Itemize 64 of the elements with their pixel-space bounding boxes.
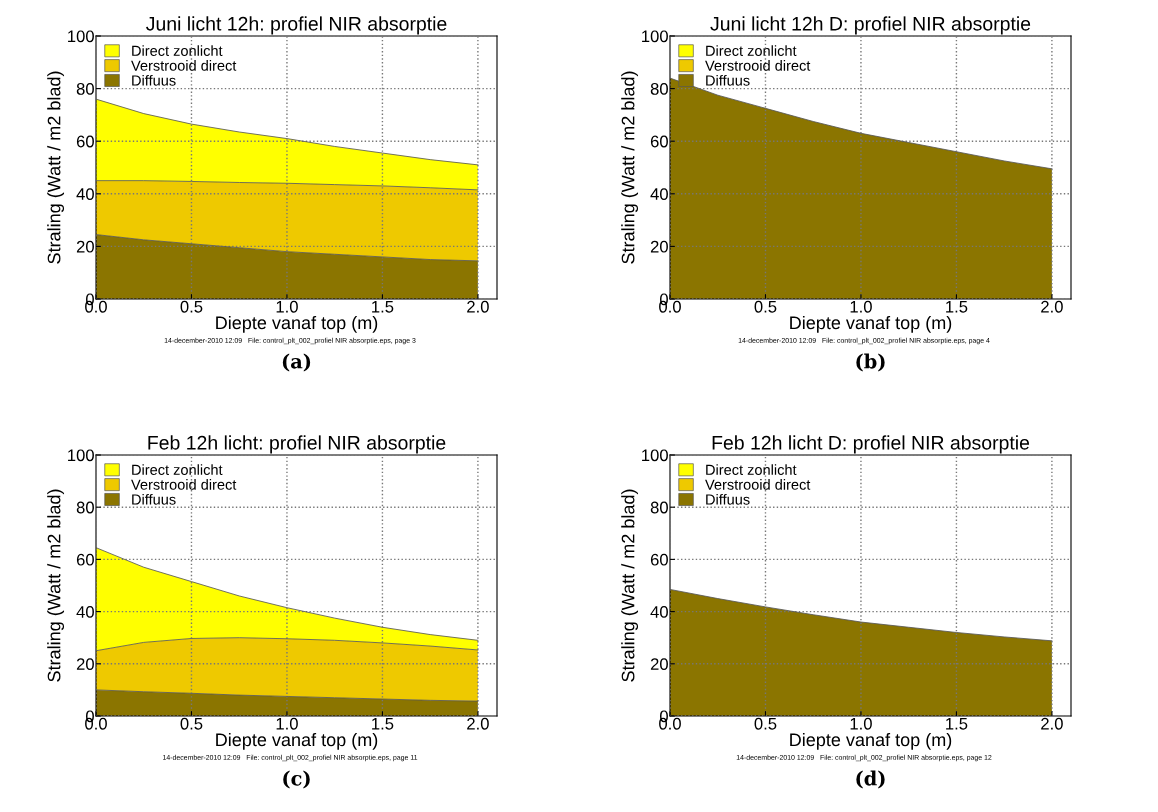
x-tick-label: 0.5: [754, 300, 777, 313]
y-tick-label: 40: [650, 606, 668, 618]
legend-label: Diffuus: [706, 493, 750, 505]
y-tick-label: 20: [650, 658, 668, 670]
chart-title: Juni licht 12h D: profiel NIR absorptie: [710, 16, 1031, 35]
y-tick-label: 60: [76, 553, 94, 566]
legend-label: Diffuus: [132, 493, 176, 505]
y-tick-label: 80: [76, 501, 94, 514]
y-tick-label: 80: [650, 501, 668, 514]
y-tick-label: 60: [650, 135, 668, 148]
x-axis-title: Diepte vanaf top (m): [790, 315, 952, 333]
x-tick-label: 1.5: [372, 301, 394, 313]
text: (a): [282, 353, 311, 372]
legend-label: Diffuus: [706, 74, 750, 86]
x-tick-label: 1.5: [946, 301, 968, 313]
x-tick-label: 2.0: [1041, 300, 1063, 313]
x-tick-label: 0.5: [180, 300, 203, 313]
x-axis-title: Diepte vanaf top (m): [216, 315, 378, 333]
text: (d): [856, 770, 885, 789]
y-tick-label: 80: [650, 83, 668, 95]
y-tick-label: 40: [76, 188, 94, 200]
legend-label: Direct zonlicht: [706, 464, 797, 475]
legend-label: Verstrooid direct: [131, 479, 237, 490]
y-tick-label: 60: [650, 553, 668, 566]
y-tick-label: 40: [76, 606, 94, 618]
y-tick-label: 100: [642, 30, 668, 43]
x-tick-label: 0.5: [754, 717, 777, 730]
y-tick-label: 20: [650, 240, 668, 253]
y-tick-label: 80: [76, 83, 94, 95]
x-tick-label: 2.0: [1041, 717, 1063, 730]
legend-label: Direct zonlicht: [706, 45, 797, 56]
y-axis-title: Straling (Watt / m2 blad): [47, 71, 65, 264]
x-tick-label: 2.0: [467, 300, 489, 313]
y-tick-label: 100: [68, 30, 94, 43]
x-tick-label: 1.0: [850, 717, 872, 730]
chart-title: Feb 12h licht: profiel NIR absorptie: [148, 435, 446, 454]
legend-label: Diffuus: [132, 74, 176, 86]
y-tick-label: 20: [76, 658, 94, 670]
chart-title: Feb 12h licht D: profiel NIR absorptie: [712, 435, 1030, 454]
y-tick-label: 100: [642, 449, 668, 462]
x-axis-title: Diepte vanaf top (m): [216, 732, 378, 750]
y-axis-title: Straling (Watt / m2 blad): [621, 71, 639, 264]
x-tick-label: 2.0: [467, 717, 489, 730]
x-tick-label: 1.0: [276, 717, 298, 730]
x-tick-label: 1.5: [372, 718, 394, 730]
x-axis-title: Diepte vanaf top (m): [790, 732, 952, 750]
x-tick-label: 1.5: [946, 718, 968, 730]
legend-label: Verstrooid direct: [705, 479, 811, 490]
x-tick-label: 1.0: [850, 300, 872, 313]
y-axis-title: Straling (Watt / m2 blad): [47, 489, 65, 682]
text: (c): [283, 770, 310, 789]
text: (b): [856, 353, 885, 372]
chart-title: Juni licht 12h: profiel NIR absorptie: [146, 16, 447, 35]
y-tick-label: 20: [76, 240, 94, 253]
legend-label: Direct zonlicht: [132, 45, 223, 56]
y-tick-label: 100: [68, 449, 94, 462]
x-tick-label: 0.5: [180, 717, 203, 730]
y-axis-title: Straling (Watt / m2 blad): [621, 489, 639, 682]
legend-label: Verstrooid direct: [131, 60, 237, 71]
y-tick-label: 40: [650, 188, 668, 200]
legend-label: Verstrooid direct: [705, 60, 811, 71]
x-tick-label: 1.0: [276, 300, 298, 313]
y-tick-label: 60: [76, 135, 94, 148]
legend-label: Direct zonlicht: [132, 464, 223, 475]
